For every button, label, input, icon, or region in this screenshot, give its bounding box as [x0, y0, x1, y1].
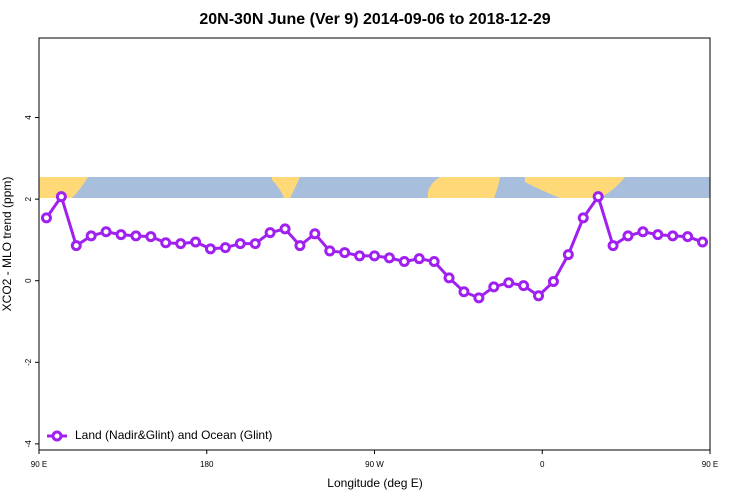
point	[533, 290, 545, 302]
point	[652, 229, 664, 241]
point	[547, 276, 559, 288]
point	[324, 245, 336, 257]
point	[234, 238, 246, 250]
point	[145, 231, 157, 243]
y-tick-label: 2	[24, 196, 33, 201]
point	[562, 249, 574, 261]
point	[697, 236, 709, 248]
x-tick-label: 90 E	[31, 460, 47, 469]
point	[577, 212, 589, 224]
chart-title: 20N-30N June (Ver 9) 2014-09-06 to 2018-…	[199, 11, 550, 28]
point	[249, 238, 261, 250]
x-axis-label: Longitude (deg E)	[327, 476, 422, 490]
point	[279, 223, 291, 235]
point	[70, 240, 82, 252]
point	[204, 243, 216, 255]
x-tick-label: 180	[200, 460, 214, 469]
point	[175, 238, 187, 250]
point	[473, 292, 485, 304]
point	[309, 228, 321, 240]
point	[40, 212, 52, 224]
point	[190, 236, 202, 248]
x-tick-label: 90 W	[365, 460, 384, 469]
point	[682, 231, 694, 243]
point	[219, 242, 231, 254]
legend-marker	[51, 430, 63, 442]
point	[458, 286, 470, 298]
point	[667, 230, 679, 242]
map-strip	[39, 177, 710, 198]
point	[443, 272, 455, 284]
point	[383, 252, 395, 264]
x-tick-label: 0	[540, 460, 545, 469]
point	[130, 230, 142, 242]
point	[637, 226, 649, 238]
point	[354, 250, 366, 262]
series-line	[45, 193, 704, 300]
point	[592, 191, 604, 203]
point	[115, 229, 127, 241]
y-axis-label: XCO2 - MLO trend (ppm)	[0, 177, 14, 312]
point	[339, 247, 351, 259]
x-tick-label: 90 E	[702, 460, 718, 469]
y-tick-label: 0	[24, 278, 33, 283]
point	[607, 240, 619, 252]
point	[264, 227, 276, 239]
point	[413, 253, 425, 265]
point	[160, 237, 172, 249]
point	[428, 256, 440, 268]
point	[503, 277, 515, 289]
y-tick-label: -4	[24, 440, 33, 448]
point	[294, 240, 306, 252]
legend-label: Land (Nadir&Glint) and Ocean (Glint)	[75, 428, 272, 442]
point	[488, 281, 500, 293]
point	[518, 280, 530, 292]
y-tick-label: 4	[24, 115, 33, 120]
point	[55, 191, 67, 203]
point	[622, 230, 634, 242]
point	[398, 256, 410, 268]
point	[85, 230, 97, 242]
point	[100, 226, 112, 238]
point	[369, 250, 380, 262]
y-tick-label: -2	[24, 358, 33, 366]
